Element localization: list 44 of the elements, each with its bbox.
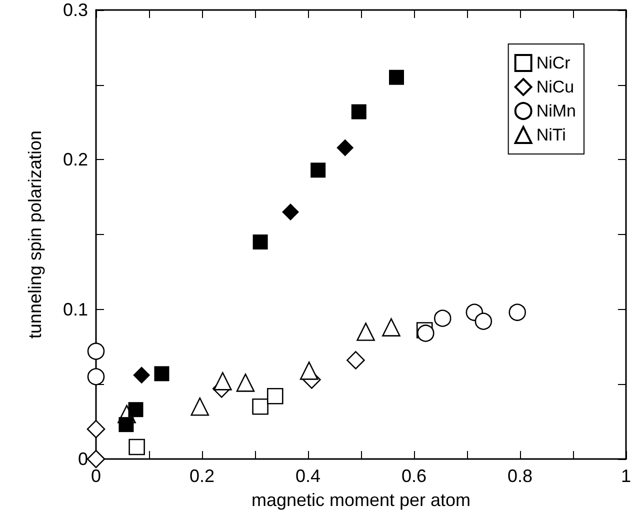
point: [214, 372, 232, 390]
point: [118, 417, 134, 432]
point: [236, 374, 255, 392]
x-tick-label: 0.8: [507, 466, 533, 486]
point: [252, 398, 268, 415]
x-tick-label: 0.6: [401, 466, 427, 486]
point: [128, 402, 144, 418]
point: [310, 162, 326, 178]
x-tick-label: 0: [90, 466, 102, 486]
x-tick-label: 0.4: [295, 466, 321, 486]
point: [382, 318, 400, 336]
y-tick-label: 0.2: [62, 150, 88, 170]
point: [133, 366, 150, 384]
point: [128, 438, 145, 456]
point: [389, 70, 404, 85]
point: [190, 397, 210, 416]
point: [86, 450, 106, 468]
point: [351, 104, 366, 120]
point: [87, 368, 105, 386]
legend-label: NiCu: [536, 78, 574, 96]
point: [266, 388, 284, 404]
y-tick-label: 0: [78, 449, 88, 469]
point: [434, 310, 452, 327]
point: [346, 351, 365, 370]
y-axis-title: tunneling spin polarization: [25, 130, 45, 339]
point: [282, 204, 300, 221]
point: [417, 324, 434, 342]
point: [86, 420, 106, 438]
point: [474, 312, 492, 330]
point: [87, 342, 105, 360]
y-tick-label: 0.1: [62, 299, 88, 320]
point: [252, 234, 268, 250]
legend-label: NiCr: [536, 54, 571, 72]
x-axis-title: magnetic moment per atom: [251, 490, 471, 510]
x-tick-label: 0.2: [189, 466, 215, 486]
point: [508, 304, 526, 321]
point: [154, 366, 170, 382]
x-tick-label: 1: [620, 466, 632, 486]
y-tick-label: 0.3: [62, 0, 88, 20]
point: [356, 322, 375, 341]
point: [300, 362, 318, 380]
point: [336, 139, 354, 156]
legend-label: NiTi: [536, 126, 566, 144]
legend-label: NiMn: [536, 102, 576, 120]
